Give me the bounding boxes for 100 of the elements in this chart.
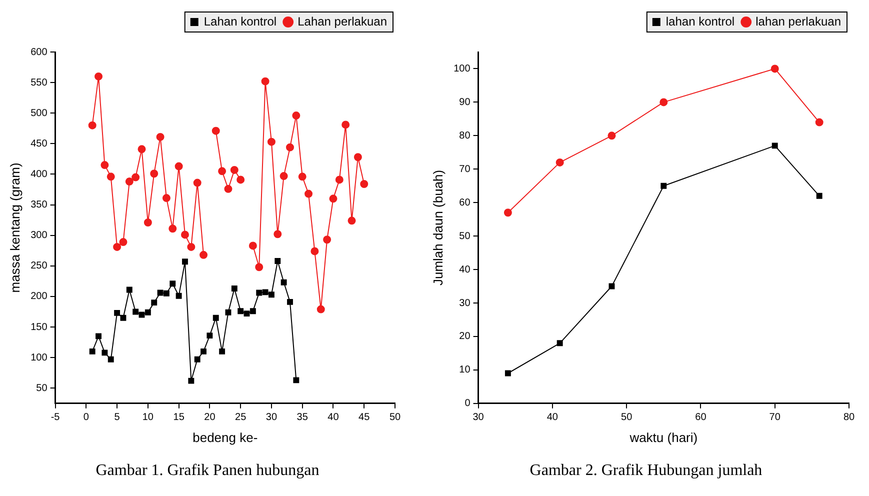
y-tick-label: 90 — [459, 96, 471, 108]
point — [170, 280, 176, 287]
point — [168, 224, 177, 233]
legend-label: Lahan perlakuan — [298, 14, 388, 28]
point — [126, 286, 132, 293]
y-tick-label: 70 — [459, 164, 471, 175]
point — [316, 305, 325, 314]
point — [125, 178, 134, 186]
y-tick-label: 80 — [459, 130, 471, 142]
point — [200, 348, 206, 354]
x-tick-label: 30 — [472, 412, 484, 424]
point — [255, 263, 264, 272]
point — [176, 292, 182, 299]
point — [200, 250, 208, 259]
point — [138, 145, 146, 154]
point — [156, 132, 164, 141]
point — [188, 378, 194, 384]
point — [660, 182, 667, 189]
y-tick-label: 250 — [30, 260, 48, 272]
x-tick-label: 0 — [83, 412, 90, 424]
point — [119, 238, 128, 246]
point — [256, 290, 262, 296]
y-tick-label: 20 — [459, 331, 471, 342]
x-tick-label: 20 — [204, 412, 216, 424]
legend-label: Lahan kontrol — [204, 14, 277, 28]
point — [231, 286, 238, 292]
point — [816, 192, 822, 199]
point — [236, 176, 245, 184]
y-tick-label: 100 — [454, 63, 471, 74]
point — [88, 121, 96, 130]
point — [298, 172, 306, 181]
point — [274, 258, 281, 264]
y-tick-label: 400 — [30, 168, 48, 180]
point — [219, 348, 226, 354]
y-tick-label: 50 — [36, 382, 48, 394]
point — [248, 242, 257, 250]
point — [212, 126, 220, 135]
y-tick-label: 300 — [30, 230, 48, 242]
point — [287, 298, 293, 305]
point — [244, 310, 250, 317]
point — [102, 350, 108, 356]
point — [187, 242, 196, 251]
x-tick-label: 15 — [173, 412, 185, 424]
y-tick-label: 500 — [30, 108, 48, 119]
legend-label: lahan kontrol — [666, 14, 735, 28]
x-tick-label: 40 — [546, 412, 558, 424]
point — [772, 142, 778, 149]
y-tick-label: 350 — [30, 200, 48, 211]
point — [144, 309, 151, 316]
point — [157, 290, 164, 296]
point — [286, 143, 294, 152]
x-tick-label: 50 — [389, 412, 401, 424]
point — [250, 308, 256, 314]
point — [262, 289, 268, 296]
point — [100, 161, 109, 170]
text: Gambar 1. Grafik Panen hubungan — [94, 462, 320, 480]
point — [108, 356, 114, 362]
x-tick-label: 50 — [621, 412, 633, 424]
point — [150, 170, 158, 178]
point — [180, 230, 189, 239]
point — [280, 172, 288, 180]
point — [89, 348, 96, 354]
point — [304, 190, 313, 198]
point — [274, 230, 282, 238]
point — [113, 242, 122, 251]
point — [292, 112, 300, 120]
point — [193, 178, 202, 187]
point — [556, 340, 563, 346]
point — [238, 308, 244, 314]
point — [556, 158, 564, 166]
y-tick-label: 0 — [464, 398, 471, 410]
x-tick-label: 10 — [142, 412, 154, 424]
point — [329, 194, 338, 203]
y-axis-title: Jumlah daun (buah) — [430, 170, 446, 286]
x-tick-label: 40 — [328, 412, 340, 424]
y-tick-label: 60 — [459, 197, 471, 208]
point — [267, 138, 276, 146]
y-tick-label: 450 — [30, 138, 48, 150]
y-tick-label: 10 — [459, 364, 471, 376]
point — [342, 120, 350, 129]
y-tick-label: 600 — [30, 46, 48, 58]
x-tick-label: -5 — [50, 412, 60, 424]
point — [114, 310, 120, 316]
x-tick-label: 80 — [843, 412, 855, 424]
y-tick-label: 550 — [30, 77, 48, 88]
point — [174, 162, 183, 170]
text: Gambar 2. Grafik Hubungan jumlah — [528, 462, 764, 480]
point — [225, 309, 232, 316]
y-tick-label: 30 — [459, 298, 471, 309]
point — [144, 218, 152, 227]
point — [770, 64, 779, 73]
point — [348, 216, 356, 225]
point — [163, 290, 170, 296]
x-tick-label: 25 — [235, 412, 247, 424]
y-tick-label: 50 — [459, 230, 471, 242]
point — [608, 132, 616, 140]
point — [206, 332, 213, 339]
x-tick-label: 70 — [769, 412, 781, 424]
point — [261, 77, 270, 86]
x-tick-label: 30 — [266, 412, 278, 424]
